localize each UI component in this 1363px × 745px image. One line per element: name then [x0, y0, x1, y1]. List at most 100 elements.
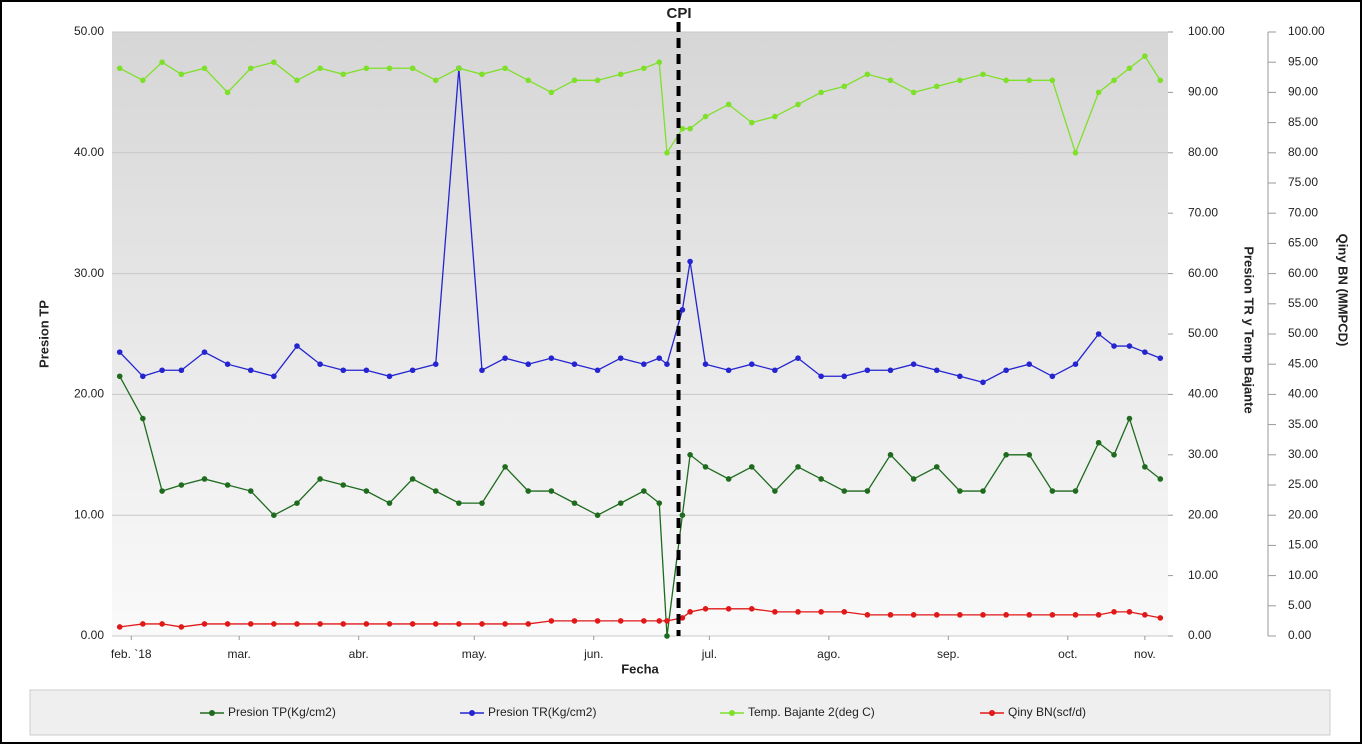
series-point: [795, 101, 801, 108]
series-point: [116, 624, 123, 630]
series-point: [887, 452, 894, 458]
y2-tick-label: 40.00: [1188, 387, 1218, 401]
series-point: [178, 624, 185, 630]
x-tick-label: abr.: [349, 647, 369, 661]
series-point: [1157, 476, 1164, 482]
y-tick-label: 50.00: [74, 24, 104, 38]
series-point: [386, 621, 393, 627]
chart-title: CPI: [666, 5, 691, 22]
series-point: [864, 367, 871, 374]
series-point: [1126, 609, 1133, 615]
x-tick-label: jul.: [701, 647, 717, 661]
y-axis-title: Presion TP: [36, 300, 51, 368]
series-point: [679, 512, 686, 518]
series-point: [664, 618, 670, 624]
series-point: [795, 355, 801, 361]
series-point: [910, 476, 917, 482]
series-point: [980, 71, 986, 78]
series-point: [1049, 488, 1056, 494]
series-point: [363, 367, 370, 374]
series-point: [748, 361, 755, 368]
legend-box: [29, 689, 1331, 736]
series-point: [456, 65, 462, 72]
series-point: [409, 476, 416, 482]
series-point: [687, 258, 693, 265]
series-point: [456, 500, 462, 506]
series-point: [502, 65, 508, 72]
series-point: [201, 65, 208, 72]
series-point: [679, 307, 686, 313]
series-point: [1111, 343, 1117, 349]
series-point: [247, 488, 254, 494]
series-point: [702, 361, 709, 368]
series-point: [224, 89, 231, 96]
series-point: [363, 621, 370, 627]
y2-tick-label: 90.00: [1188, 85, 1218, 99]
y-tick-label: 30.00: [74, 266, 104, 280]
x-tick-label: oct.: [1058, 647, 1077, 661]
series-point: [247, 65, 254, 72]
y2-tick-label: 60.00: [1188, 266, 1218, 280]
x-tick-label: may.: [462, 647, 487, 661]
series-point: [1157, 77, 1164, 84]
series-point: [1111, 77, 1117, 84]
series-point: [818, 373, 824, 380]
series-point: [1142, 464, 1148, 470]
series-point: [409, 621, 416, 627]
series-point: [910, 89, 917, 96]
series-point: [502, 621, 508, 627]
y2-tick-label: 30.00: [1188, 447, 1218, 461]
legend-label: Temp. Bajante 2(deg C): [748, 705, 875, 719]
series-point: [617, 618, 624, 624]
y2-axis-title: Presion TR y Temp Bajante: [1242, 246, 1257, 413]
y3-tick-label: 95.00: [1288, 54, 1318, 68]
series-point: [748, 464, 755, 470]
series-point: [725, 476, 732, 482]
series-point: [687, 125, 693, 132]
y2-tick-label: 10.00: [1188, 568, 1218, 582]
series-point: [933, 83, 940, 90]
y3-tick-label: 5.00: [1288, 598, 1312, 612]
series-point: [432, 621, 439, 627]
series-point: [456, 621, 462, 627]
series-point: [887, 367, 894, 374]
series-point: [1003, 452, 1009, 458]
legend-marker: [209, 710, 215, 716]
series-point: [617, 355, 624, 361]
y3-tick-label: 50.00: [1288, 326, 1318, 340]
series-point: [1072, 150, 1079, 156]
series-point: [294, 77, 300, 84]
series-point: [864, 71, 871, 78]
series-line: [119, 375, 1161, 637]
series-point: [1003, 367, 1009, 374]
series-point: [664, 150, 670, 156]
series-point: [957, 612, 963, 618]
series-point: [1026, 361, 1033, 368]
series-point: [1003, 77, 1009, 84]
series-point: [247, 621, 254, 627]
series-point: [1126, 415, 1133, 422]
series-point: [1095, 89, 1102, 96]
series-point: [887, 612, 894, 618]
series-point: [933, 367, 940, 374]
series-point: [116, 349, 123, 355]
y3-tick-label: 40.00: [1288, 387, 1318, 401]
series-point: [617, 71, 624, 78]
series-point: [159, 367, 165, 374]
series-point: [1157, 615, 1164, 621]
series-point: [178, 367, 185, 374]
series-point: [910, 361, 917, 368]
series-point: [479, 500, 485, 506]
series-point: [656, 59, 663, 65]
series-point: [980, 379, 986, 386]
series-point: [702, 464, 709, 470]
series-point: [594, 367, 601, 374]
series-point: [432, 361, 439, 368]
series-point: [571, 500, 578, 506]
series-point: [548, 89, 555, 96]
y3-tick-label: 25.00: [1288, 477, 1318, 491]
series-point: [224, 621, 231, 627]
x-tick-label: ago.: [817, 647, 840, 661]
series-point: [294, 500, 300, 506]
